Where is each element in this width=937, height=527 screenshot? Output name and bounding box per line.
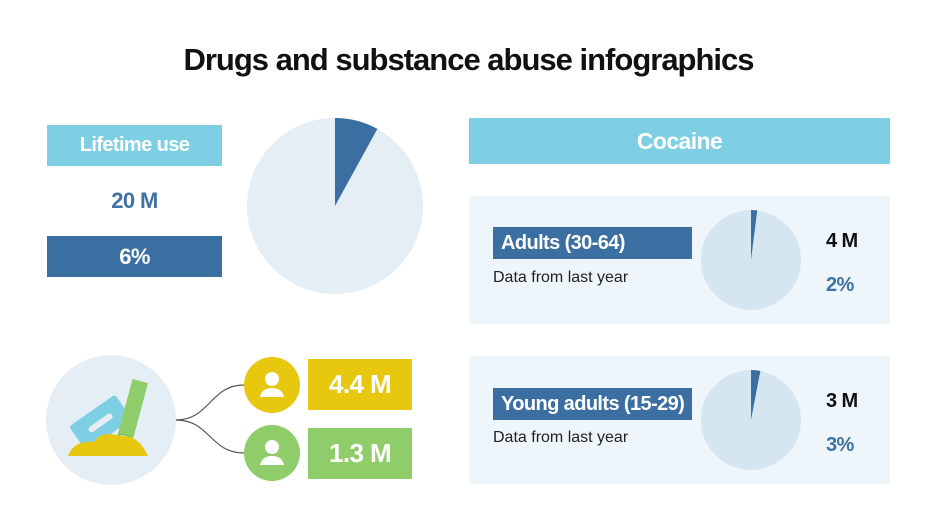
- group-value: 4 M: [826, 230, 858, 252]
- connector-line: [175, 384, 245, 421]
- female-user-icon: [244, 425, 300, 481]
- group-label: Young adults (15-29): [493, 388, 692, 420]
- young-adults-panel: Young adults (15-29) Data from last year…: [469, 356, 890, 484]
- powder-pile-icon: [68, 434, 148, 456]
- pie-slice-highlight: [335, 118, 378, 206]
- female-value: 1.3 M: [308, 428, 412, 479]
- lifetime-pie: [247, 118, 423, 294]
- connector-line: [175, 419, 245, 454]
- group-label: Adults (30-64): [493, 227, 692, 259]
- page-title: Drugs and substance abuse infographics: [183, 42, 754, 77]
- lifetime-use-label: Lifetime use: [47, 125, 222, 166]
- pie-slice-highlight: [751, 210, 758, 260]
- drugs-illustration: [46, 355, 245, 485]
- lifetime-percent: 6%: [47, 236, 222, 277]
- lifetime-total: 20 M: [111, 188, 158, 213]
- group-percent: 3%: [826, 434, 854, 456]
- group-percent: 2%: [826, 274, 854, 296]
- male-value: 4.4 M: [308, 359, 412, 410]
- razor-blade-icon: [70, 395, 131, 450]
- male-user-icon: [244, 357, 300, 413]
- group-note: Data from last year: [493, 269, 629, 286]
- young-adults-pie: [701, 370, 801, 470]
- pie-slice-highlight: [751, 370, 761, 420]
- group-value: 3 M: [826, 390, 858, 412]
- adults-panel: Adults (30-64) Data from last year 4 M 2…: [469, 196, 890, 324]
- group-note: Data from last year: [493, 429, 629, 446]
- cocaine-header: Cocaine: [469, 118, 890, 164]
- adults-pie: [701, 210, 801, 310]
